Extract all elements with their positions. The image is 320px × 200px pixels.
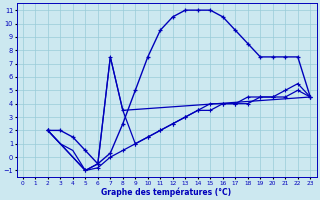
X-axis label: Graphe des températures (°C): Graphe des températures (°C) [101, 187, 232, 197]
